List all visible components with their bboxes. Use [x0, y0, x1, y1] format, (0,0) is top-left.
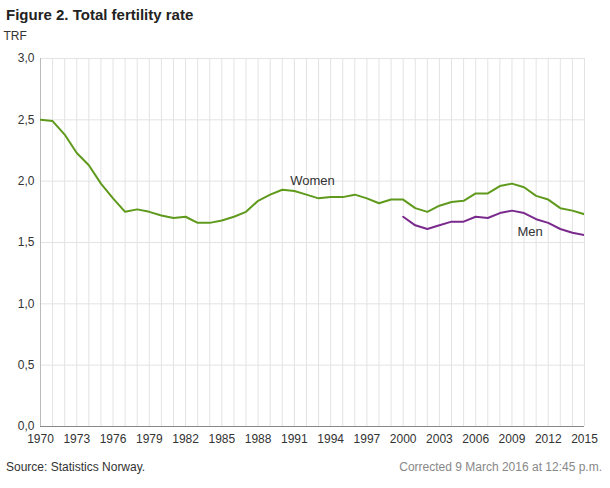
- svg-text:1970: 1970: [27, 432, 54, 446]
- svg-text:TRF: TRF: [4, 29, 27, 43]
- svg-text:2000: 2000: [390, 432, 417, 446]
- svg-text:1973: 1973: [63, 432, 90, 446]
- svg-text:1997: 1997: [354, 432, 381, 446]
- svg-text:1976: 1976: [100, 432, 127, 446]
- svg-text:1,0: 1,0: [18, 297, 35, 311]
- svg-text:2015: 2015: [571, 432, 598, 446]
- html-text:Figure 2. Total fertility rate: Figure 2. Total fertility rate: [6, 6, 194, 23]
- svg-text:2009: 2009: [499, 432, 526, 446]
- svg-text:Women: Women: [290, 173, 335, 188]
- svg-text:1985: 1985: [208, 432, 235, 446]
- svg-text:1,5: 1,5: [18, 235, 35, 249]
- svg-text:0,5: 0,5: [18, 358, 35, 372]
- svg-text:1979: 1979: [136, 432, 163, 446]
- svg-text:2,0: 2,0: [18, 174, 35, 188]
- svg-text:2003: 2003: [426, 432, 453, 446]
- svg-text:2012: 2012: [535, 432, 562, 446]
- svg-text:0,0: 0,0: [17, 419, 35, 434]
- svg-text:1988: 1988: [245, 432, 272, 446]
- html-text:Source: Statistics Norway.: Source: Statistics Norway.: [6, 460, 146, 474]
- svg-text:3,0: 3,0: [18, 51, 35, 65]
- svg-text:1991: 1991: [281, 432, 308, 446]
- svg-text:Men: Men: [517, 224, 542, 239]
- html-text:Corrected 9 March 2016 at 12:4: Corrected 9 March 2016 at 12:45 p.m.: [399, 460, 602, 474]
- svg-text:2,5: 2,5: [18, 113, 35, 127]
- svg-text:1994: 1994: [317, 432, 344, 446]
- svg-text:2006: 2006: [462, 432, 489, 446]
- svg-text:1982: 1982: [172, 432, 199, 446]
